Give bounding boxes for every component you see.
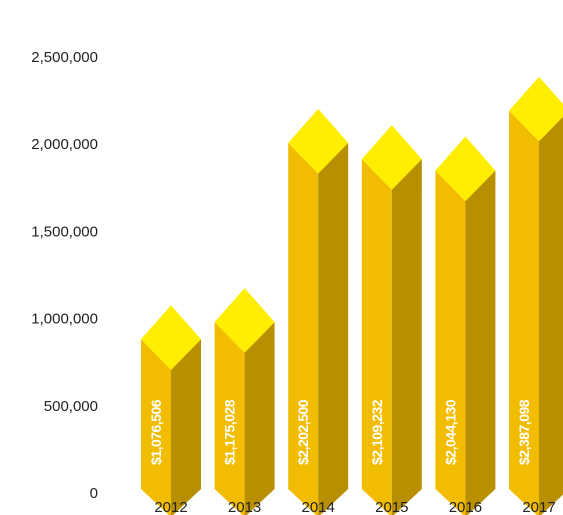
bar-top-cap <box>141 305 201 370</box>
y-tick-label: 2,500,000 <box>31 49 98 66</box>
y-tick-label: 1,000,000 <box>31 311 98 328</box>
bar-top-cap <box>214 288 275 353</box>
bar-top-cap <box>509 76 563 142</box>
x-tick-label: 2014 <box>302 499 335 515</box>
bar-top-cap <box>361 125 422 190</box>
bar-value-label: $1,076,506 <box>148 399 164 465</box>
bar-side-face <box>171 339 201 515</box>
bar-side-face <box>244 322 275 515</box>
bar-front-face <box>361 159 392 515</box>
bar-side-face <box>465 170 496 515</box>
x-tick-label: 2016 <box>449 499 482 515</box>
bar-front-face <box>435 170 466 515</box>
bar-value-label: $2,202,500 <box>295 399 311 465</box>
bar-value-label: $2,109,232 <box>369 399 385 465</box>
bar-top-cap <box>435 136 496 202</box>
y-tick-label: 2,000,000 <box>31 136 98 153</box>
bar-side-face <box>318 142 349 515</box>
x-tick-label: 2017 <box>522 499 555 515</box>
y-tick-label: 500,000 <box>44 398 98 415</box>
x-tick-label: 2012 <box>154 499 187 515</box>
bar-front-face <box>288 142 319 515</box>
bar-front-face <box>214 322 245 515</box>
bar-side-face <box>539 116 563 515</box>
y-tick-label: 0 <box>90 485 98 502</box>
bar: $1,076,506 <box>141 305 201 515</box>
bar: $2,387,098 <box>509 76 563 515</box>
bar-top-cap <box>288 108 349 174</box>
x-tick-label: 2015 <box>375 499 408 515</box>
bar-front-face <box>509 110 539 515</box>
bar: $1,175,028 <box>214 288 275 515</box>
x-tick-label: 2013 <box>228 499 261 515</box>
y-tick-label: 1,500,000 <box>31 223 98 240</box>
bar: $2,044,130 <box>435 136 496 515</box>
bar: $2,202,500 <box>288 108 349 515</box>
bar-value-label: $2,387,098 <box>516 399 532 465</box>
bar-value-label: $2,044,130 <box>442 399 458 465</box>
bar: $2,109,232 <box>361 125 422 515</box>
bar-value-label: $1,175,028 <box>222 399 238 465</box>
bar-front-face <box>141 339 171 515</box>
bar-side-face <box>391 159 422 515</box>
